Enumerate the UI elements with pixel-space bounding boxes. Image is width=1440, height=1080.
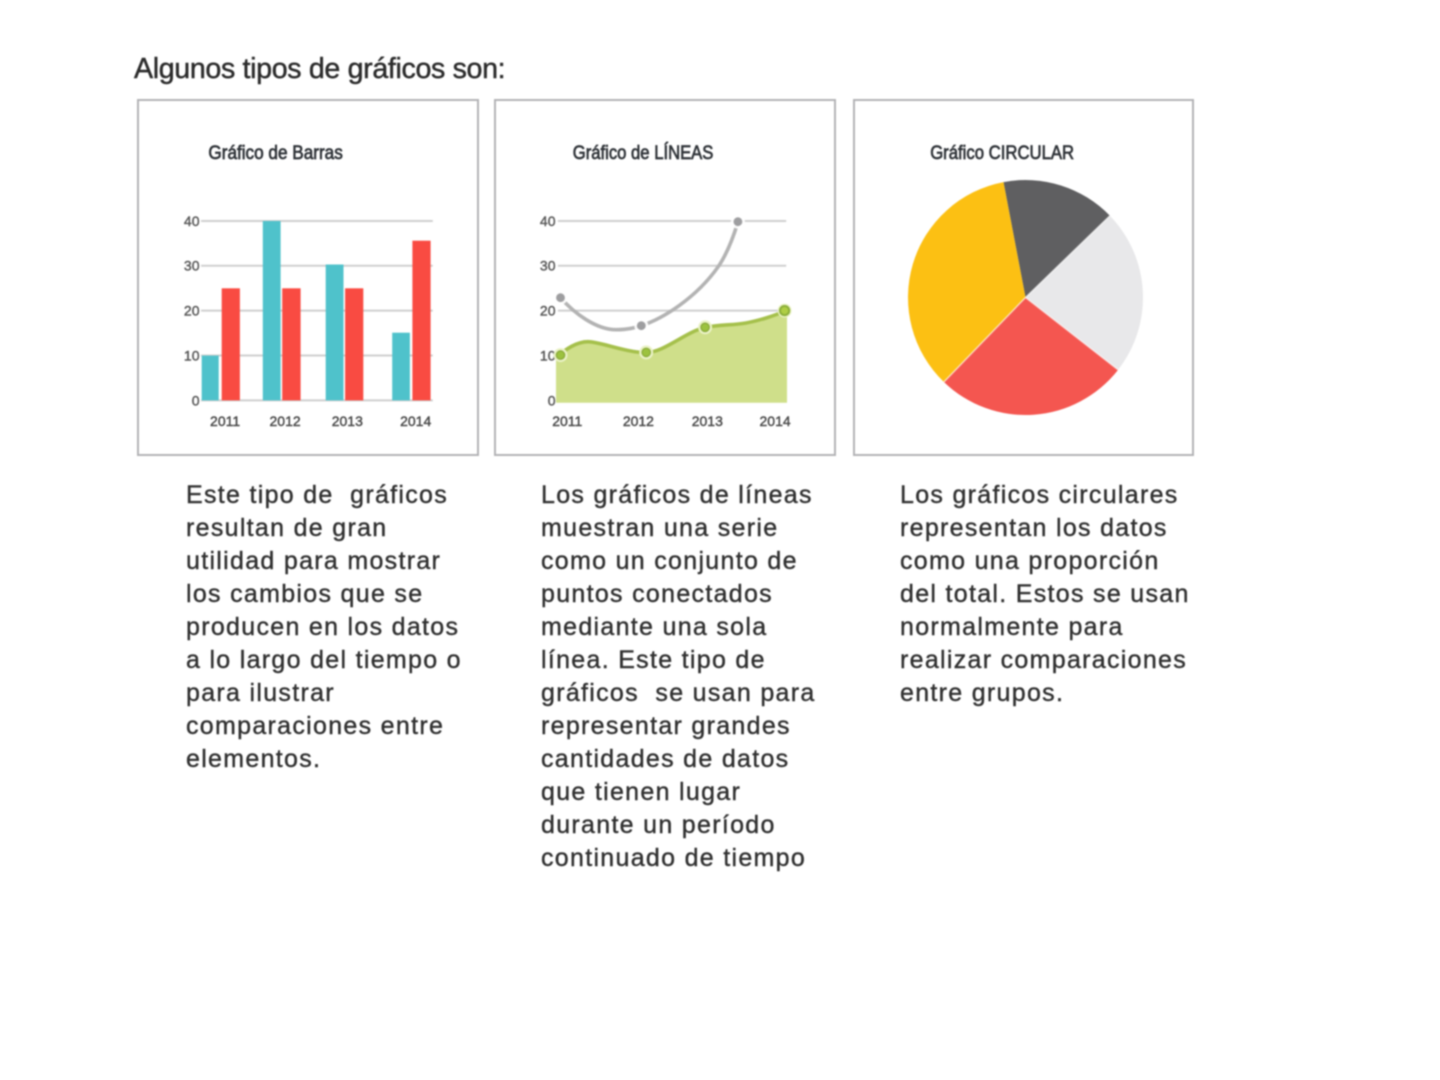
svg-text:30: 30 [184,258,200,274]
svg-text:2011: 2011 [552,413,582,429]
svg-text:10: 10 [184,348,200,364]
svg-text:20: 20 [540,303,556,319]
svg-text:2011: 2011 [210,413,240,429]
svg-text:0: 0 [192,392,200,408]
svg-text:2012: 2012 [623,413,654,429]
svg-text:Gráfico de Barras: Gráfico de Barras [208,143,342,164]
svg-text:20: 20 [184,303,200,319]
svg-text:2014: 2014 [760,413,791,429]
svg-text:40: 40 [540,213,556,229]
svg-text:0: 0 [548,392,556,408]
svg-text:2013: 2013 [332,413,363,429]
svg-text:2012: 2012 [270,413,301,429]
svg-text:Gráfico de LÍNEAS: Gráfico de LÍNEAS [573,143,714,164]
svg-text:40: 40 [184,213,200,229]
svg-text:30: 30 [540,258,556,274]
svg-text:2014: 2014 [400,413,431,429]
svg-text:2013: 2013 [692,413,723,429]
svg-text:Gráfico CIRCULAR: Gráfico CIRCULAR [930,143,1074,164]
svg-text:10: 10 [540,348,556,364]
